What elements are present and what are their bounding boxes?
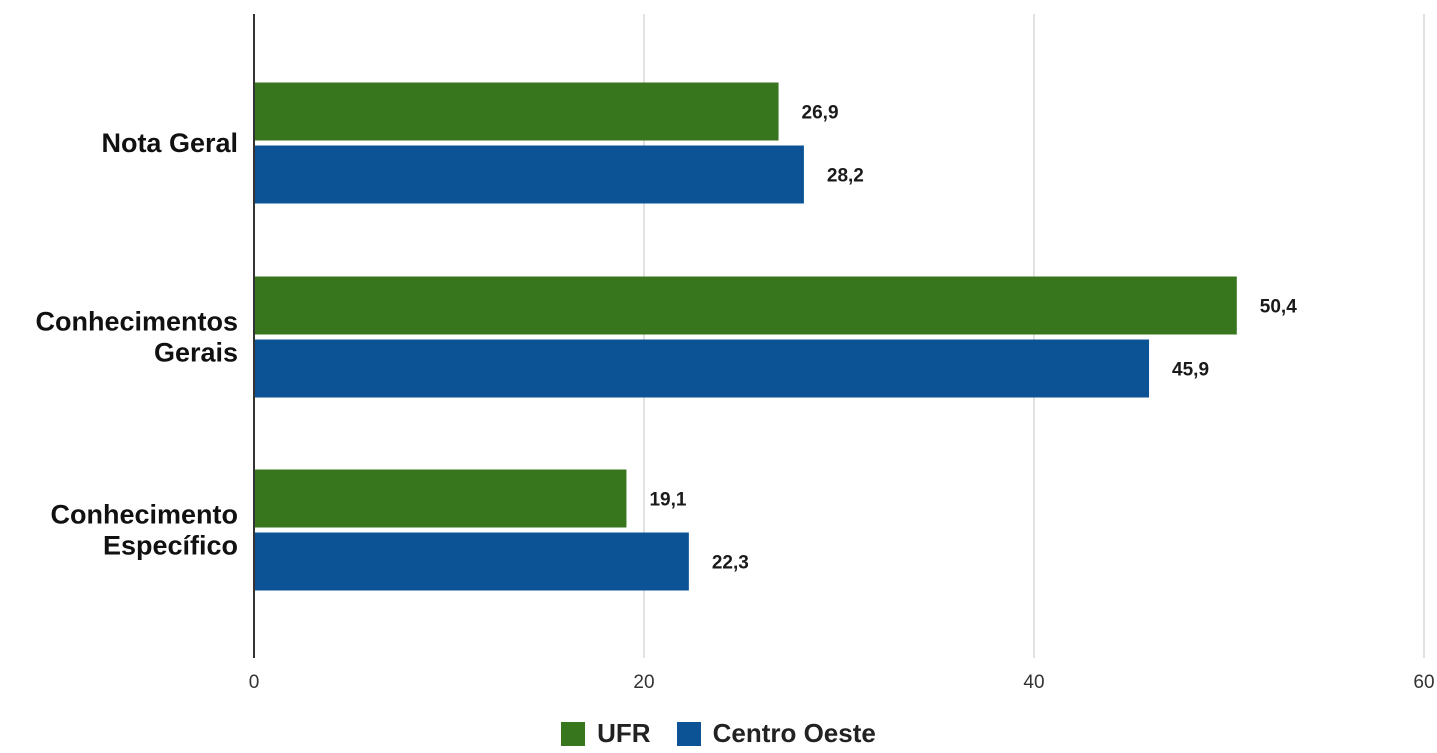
x-axis-ticks: 0 20 40 60 <box>249 672 1435 693</box>
x-tick-label: 20 <box>633 672 654 693</box>
data-label: 26,9 <box>802 103 839 124</box>
bar-centro-oeste-2 <box>254 532 689 591</box>
category-label: Conhecimentos Gerais <box>35 307 238 368</box>
x-tick-label: 60 <box>1413 672 1434 693</box>
legend-label-ufr: UFR <box>597 718 651 748</box>
category-label: Conhecimento Específico <box>50 500 238 561</box>
x-tick-label: 40 <box>1023 672 1044 693</box>
data-label: 28,2 <box>827 166 864 187</box>
bar-ufr-1 <box>254 276 1237 335</box>
legend-item-centro-oeste: Centro Oeste <box>676 718 876 749</box>
data-label: 19,1 <box>649 490 686 511</box>
bar-ufr-2 <box>254 469 627 528</box>
bar-centro-oeste-1 <box>254 339 1150 398</box>
bar-ufr-0 <box>254 82 779 141</box>
data-label: 22,3 <box>712 553 749 574</box>
bar-centro-oeste-0 <box>254 145 804 204</box>
data-label: 50,4 <box>1260 297 1297 318</box>
legend-item-ufr: UFR <box>561 718 651 749</box>
category-label: Nota Geral <box>101 128 238 158</box>
data-label: 45,9 <box>1172 360 1209 381</box>
category-labels: Nota Geral Conhecimentos Gerais Conheciment… <box>35 128 238 561</box>
legend: UFR Centro Oeste <box>0 718 1437 749</box>
x-tick-label: 0 <box>249 672 260 693</box>
legend-label-centro-oeste: Centro Oeste <box>712 718 876 748</box>
legend-swatch-centro-oeste <box>676 721 701 746</box>
legend-swatch-ufr <box>561 721 586 746</box>
data-labels: 26,9 28,2 50,4 45,9 19,1 22,3 <box>649 103 1297 574</box>
bars <box>254 82 1237 591</box>
